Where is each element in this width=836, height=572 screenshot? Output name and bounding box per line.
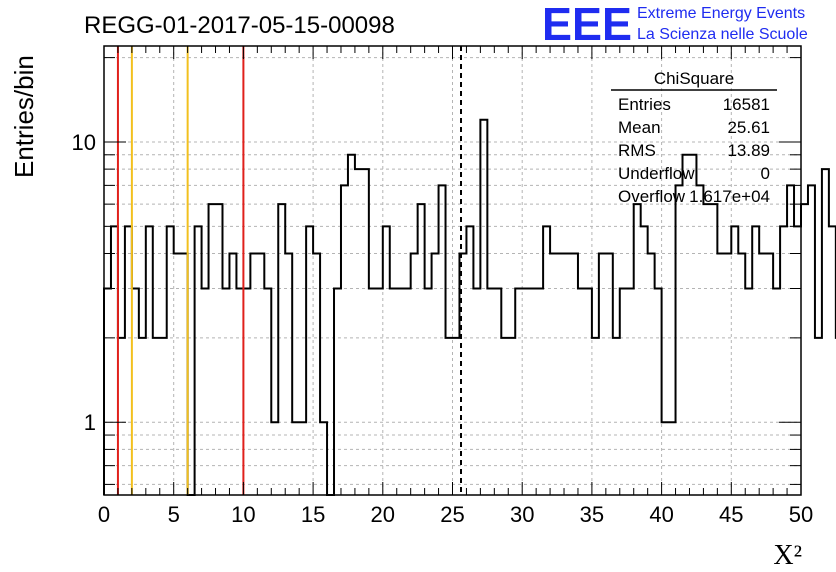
x-ticks: 0 5 10 15 20 25 30 35 40 45 50 [98, 46, 813, 527]
stats-label: Entries [618, 95, 671, 114]
stats-value: 13.89 [727, 141, 770, 160]
stats-value: 1.617e+04 [689, 187, 770, 206]
stats-value: 0 [761, 164, 770, 183]
logo-line-2: La Scienza nelle Scuole [637, 26, 808, 43]
stats-label: Underflow [618, 164, 695, 183]
x-axis-label: X² [773, 540, 802, 571]
y-ticks: 1 10 [72, 57, 801, 485]
x-tick-label: 30 [510, 502, 534, 527]
reference-lines [116, 46, 463, 495]
x-tick-label: 50 [789, 502, 813, 527]
stats-label: Mean [618, 118, 661, 137]
histogram [103, 118, 836, 496]
y-tick-label: 10 [72, 130, 96, 155]
x-tick-label: 15 [301, 502, 325, 527]
x-tick-label: 45 [719, 502, 743, 527]
logo-text: EEE [542, 0, 632, 50]
x-tick-label: 35 [580, 502, 604, 527]
stats-label: Overflow [618, 187, 686, 206]
x-tick-label: 10 [231, 502, 255, 527]
x-tick-label: 5 [168, 502, 180, 527]
stats-name: ChiSquare [654, 69, 734, 88]
stats-label: RMS [618, 141, 656, 160]
stats-box: ChiSquare Entries 16581 Mean 25.61 RMS 1… [611, 69, 777, 206]
logo-line-1: Extreme Energy Events [637, 5, 805, 22]
x-tick-label: 0 [98, 502, 110, 527]
stats-value: 16581 [723, 95, 770, 114]
eee-logo: EEE Extreme Energy Events La Scienza nel… [542, 0, 808, 50]
x-tick-label: 20 [371, 502, 395, 527]
stats-value: 25.61 [727, 118, 770, 137]
x-tick-label: 40 [649, 502, 673, 527]
histogram-line [103, 118, 836, 496]
x-tick-label: 25 [440, 502, 464, 527]
y-axis-label: Entries/bin [9, 55, 39, 178]
y-tick-label: 1 [84, 410, 96, 435]
chart-title: REGG-01-2017-05-15-00098 [84, 12, 395, 39]
